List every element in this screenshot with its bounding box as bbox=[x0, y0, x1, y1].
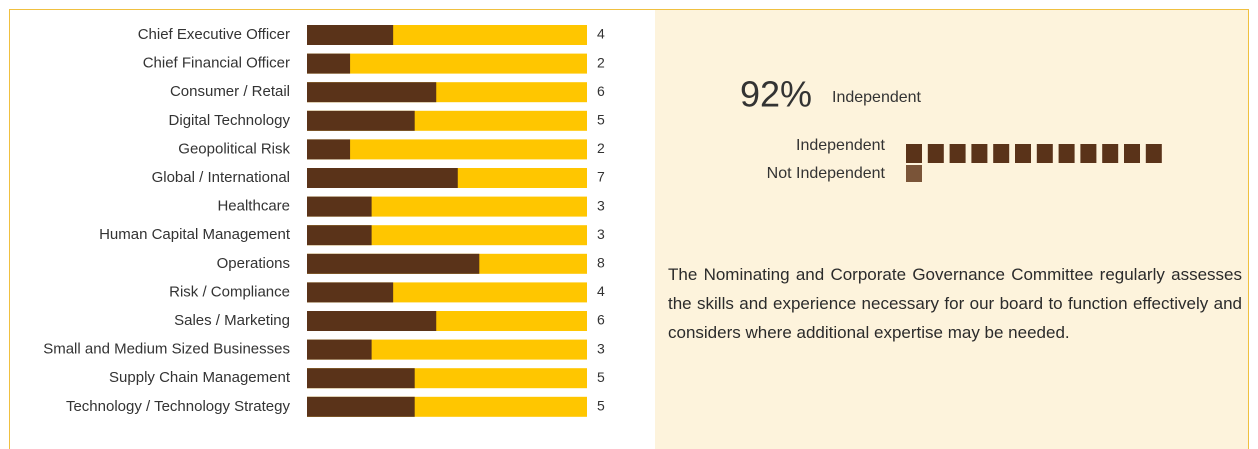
description: The Nominating and Corporate Governance … bbox=[668, 265, 1242, 342]
bar-track bbox=[307, 53, 587, 74]
headline-value: 92% bbox=[740, 74, 812, 115]
headline-caption: Independent bbox=[832, 89, 922, 106]
bar bbox=[307, 25, 394, 45]
bar bbox=[307, 139, 351, 160]
bar-track bbox=[307, 339, 587, 360]
category-label: Small and Medium Sized Businesses bbox=[43, 341, 290, 358]
right-panel bbox=[655, 10, 1249, 449]
bar bbox=[307, 196, 372, 217]
category-label: Human Capital Management bbox=[99, 226, 291, 243]
category-label: Geopolitical Risk bbox=[178, 140, 290, 157]
category-label: Healthcare bbox=[217, 198, 290, 215]
bar-track bbox=[307, 196, 587, 217]
bar bbox=[307, 396, 415, 417]
value-label: 2 bbox=[597, 54, 605, 70]
category-label: Supply Chain Management bbox=[109, 369, 291, 386]
value-label: 6 bbox=[597, 83, 605, 99]
category-label: Chief Executive Officer bbox=[138, 26, 290, 43]
bar bbox=[307, 168, 458, 188]
bar bbox=[307, 82, 437, 103]
bar bbox=[307, 225, 372, 246]
waffle-cell bbox=[1102, 144, 1119, 163]
category-label: Chief Financial Officer bbox=[143, 55, 290, 72]
waffle-cell bbox=[1036, 144, 1053, 163]
waffle-cell bbox=[949, 144, 966, 163]
value-label: 5 bbox=[597, 112, 605, 128]
waffle-label: Independent bbox=[796, 137, 886, 154]
value-label: 6 bbox=[597, 312, 605, 328]
category-label: Technology / Technology Strategy bbox=[66, 398, 291, 415]
value-label: 4 bbox=[597, 283, 605, 299]
waffle-cell bbox=[1145, 144, 1162, 163]
bar bbox=[307, 311, 437, 331]
value-label: 5 bbox=[597, 398, 605, 414]
bar-track bbox=[307, 139, 587, 160]
bar bbox=[307, 53, 351, 74]
category-label: Operations bbox=[217, 255, 290, 272]
bar bbox=[307, 110, 415, 131]
bar bbox=[307, 253, 480, 274]
bar bbox=[307, 282, 394, 303]
waffle-cell bbox=[1080, 144, 1097, 163]
bar bbox=[307, 368, 415, 389]
waffle-cell bbox=[1058, 144, 1075, 163]
waffle-label: Not Independent bbox=[767, 165, 886, 182]
waffle-cell bbox=[927, 144, 944, 163]
value-label: 3 bbox=[597, 226, 605, 242]
waffle-cell bbox=[906, 165, 922, 182]
value-label: 5 bbox=[597, 369, 605, 385]
value-label: 4 bbox=[597, 26, 605, 42]
value-label: 3 bbox=[597, 197, 605, 213]
category-label: Risk / Compliance bbox=[169, 283, 290, 300]
category-label: Sales / Marketing bbox=[174, 312, 290, 329]
category-label: Global / International bbox=[152, 169, 290, 186]
value-label: 8 bbox=[597, 255, 605, 271]
category-label: Consumer / Retail bbox=[170, 83, 290, 100]
bar bbox=[307, 339, 372, 360]
bar-track bbox=[307, 225, 587, 246]
value-label: 2 bbox=[597, 140, 605, 156]
value-label: 7 bbox=[597, 169, 605, 185]
value-label: 3 bbox=[597, 340, 605, 356]
waffle-cell bbox=[971, 144, 988, 163]
waffle-cell bbox=[906, 144, 922, 163]
waffle-cell bbox=[1015, 144, 1031, 163]
waffle-cell bbox=[1124, 144, 1140, 163]
category-label: Digital Technology bbox=[169, 112, 291, 129]
waffle-cell bbox=[993, 144, 1010, 163]
